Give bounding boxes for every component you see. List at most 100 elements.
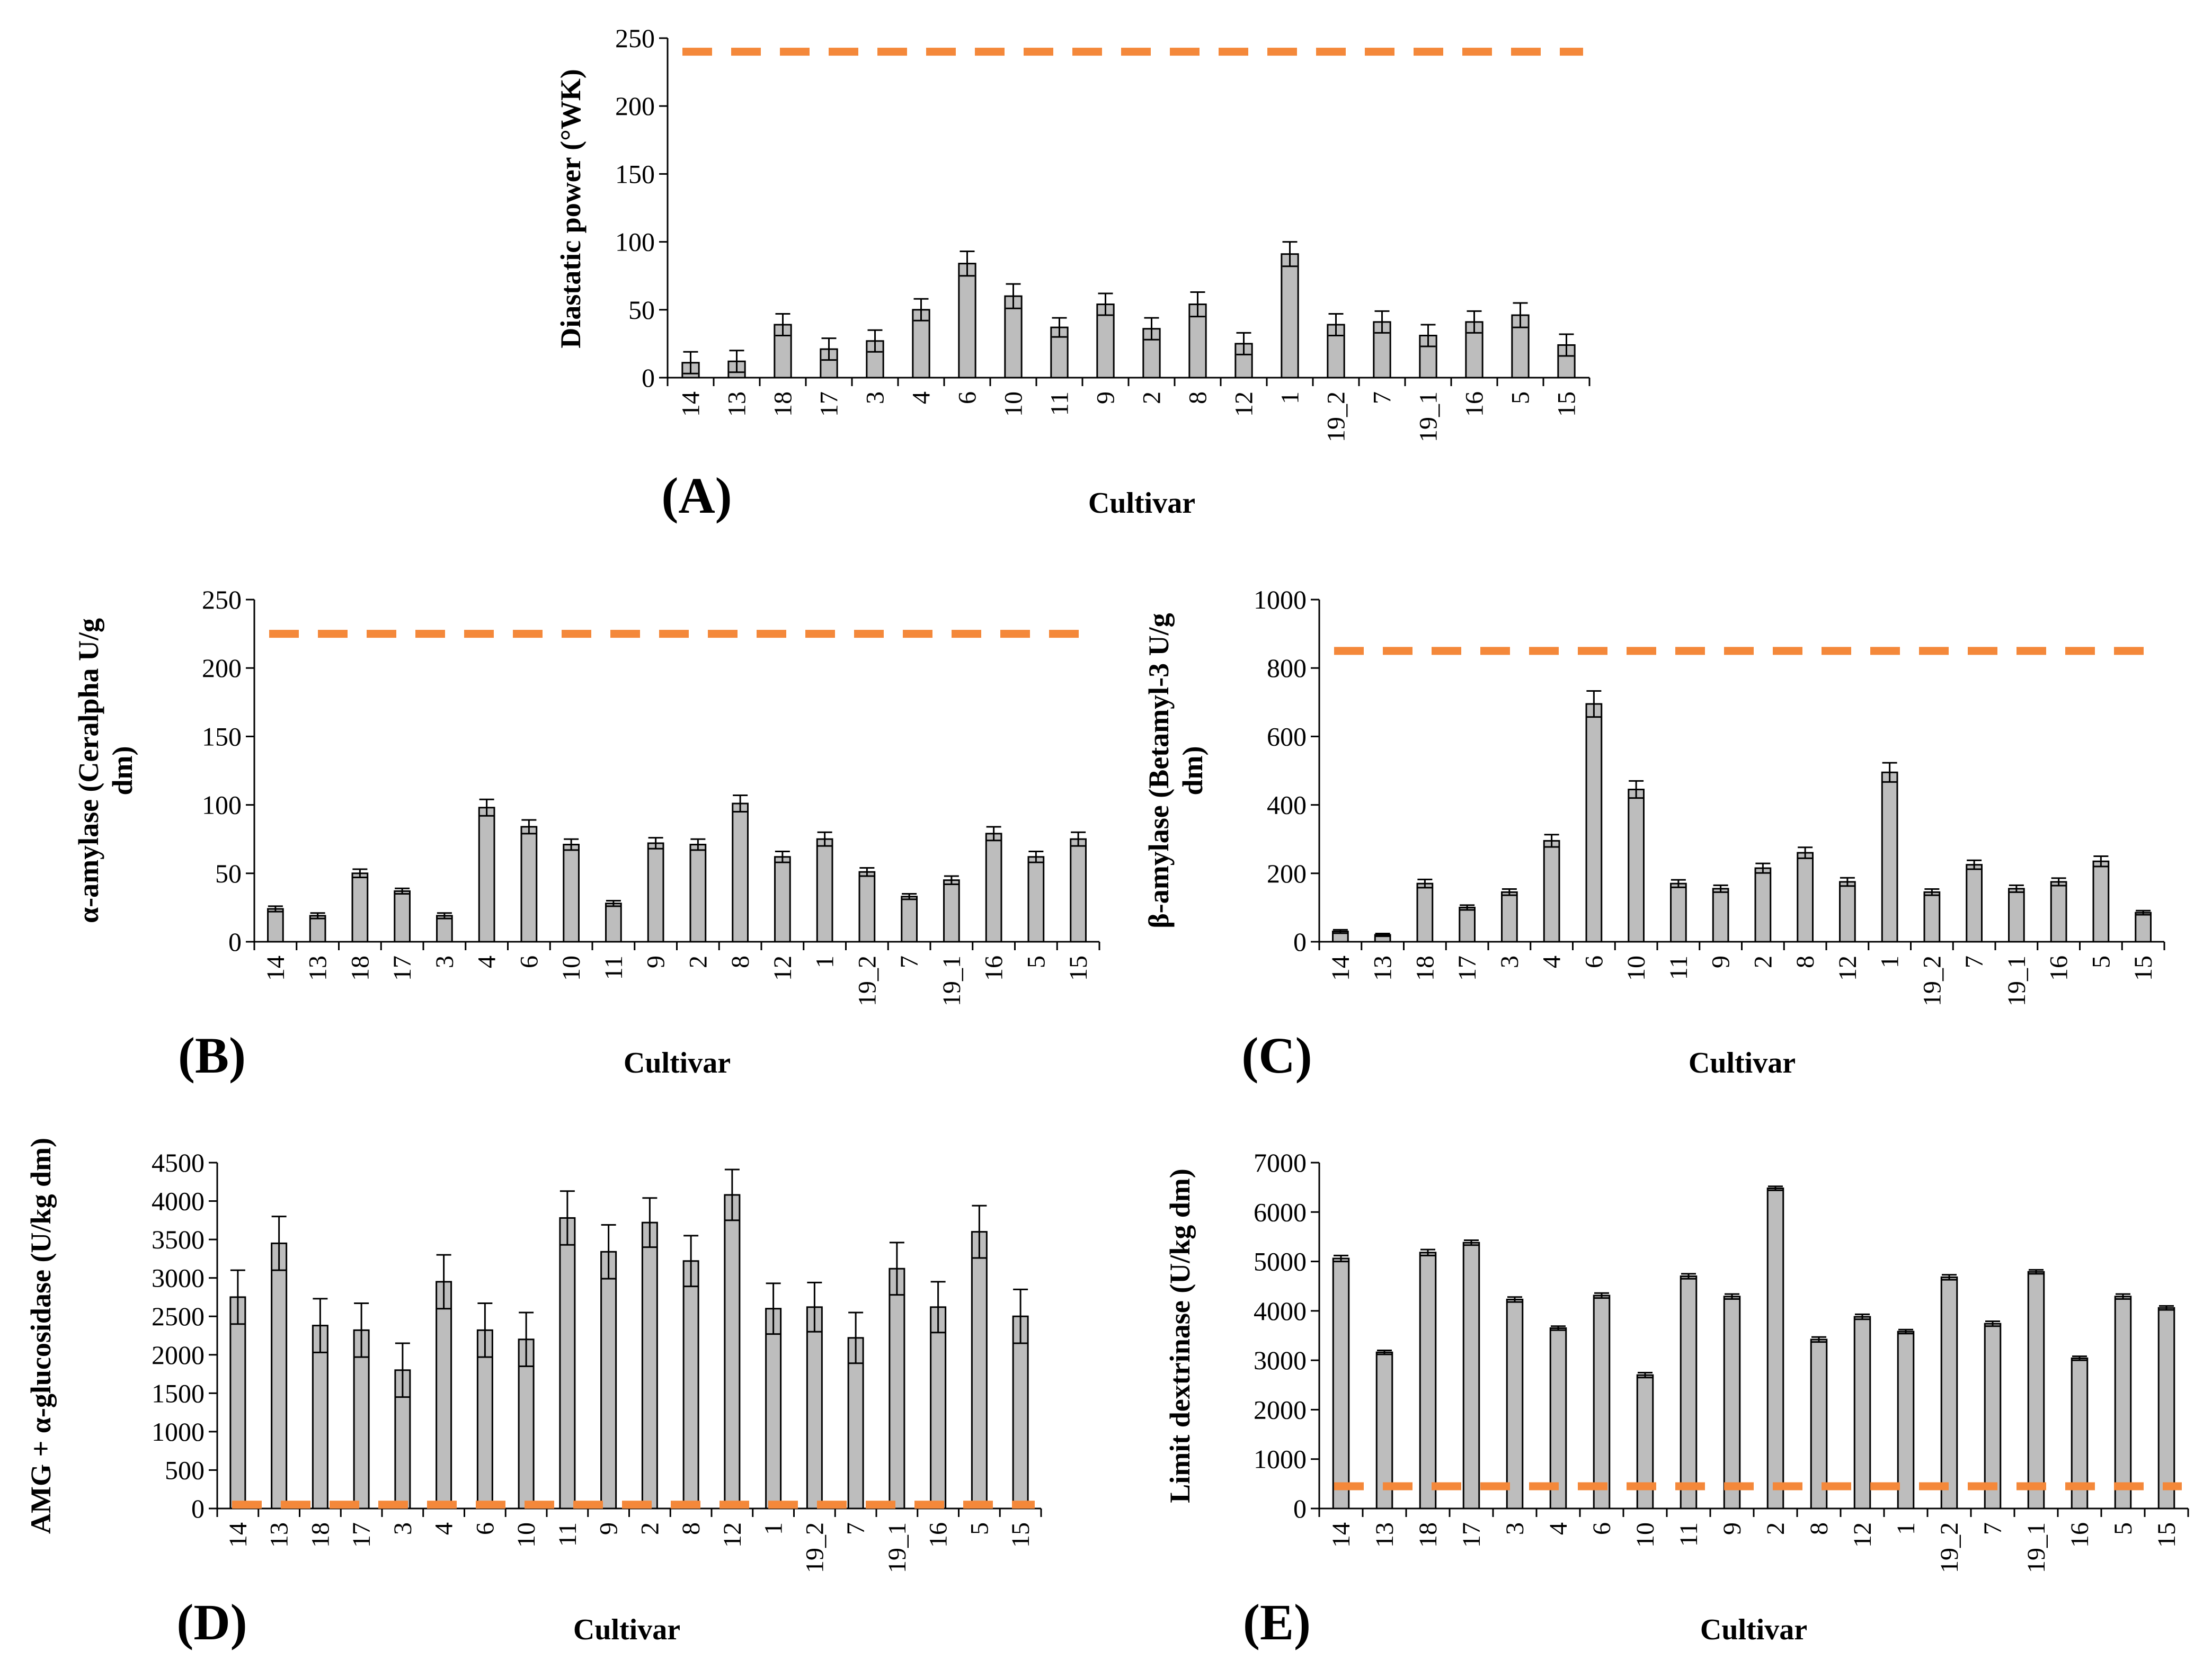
x-tick-label: 14 — [1327, 956, 1355, 981]
x-tick-label: 3 — [431, 956, 459, 968]
bar — [765, 1308, 782, 1510]
x-tick-label: 6 — [1580, 956, 1608, 968]
x-tick-label: 13 — [304, 956, 332, 981]
x-tick-label: 14 — [224, 1522, 252, 1548]
y-tick-label: 150 — [202, 721, 242, 751]
x-tick-label: 4 — [473, 956, 501, 968]
x-tick-label: 1 — [1276, 391, 1304, 404]
x-tick-label: 3 — [861, 391, 890, 404]
bar — [1416, 882, 1434, 943]
y-tick-label: 600 — [1267, 721, 1307, 751]
y-tick-label: 3000 — [1254, 1345, 1307, 1375]
x-tick-label: 13 — [723, 391, 751, 417]
bar — [1281, 253, 1299, 379]
y-tick-label: 0 — [642, 363, 655, 392]
x-axis-label: Cultivar — [1088, 487, 1195, 520]
y-tick-label: 800 — [1267, 653, 1307, 683]
x-tick-label: 2 — [636, 1522, 664, 1535]
x-tick-label: 8 — [726, 956, 754, 968]
panel-label: (D) — [176, 1594, 247, 1650]
x-tick-label: 19_1 — [2003, 956, 2031, 1006]
x-tick-label: 18 — [306, 1522, 334, 1548]
y-tick-label: 100 — [615, 227, 655, 257]
x-tick-label: 18 — [1411, 956, 1439, 981]
x-tick-label: 8 — [1791, 956, 1819, 968]
x-tick-label: 18 — [346, 956, 374, 981]
x-tick-label: 11 — [1665, 956, 1693, 980]
y-tick-label: 500 — [165, 1455, 205, 1485]
x-tick-label: 9 — [1707, 956, 1735, 968]
x-tick-label: 12 — [1230, 391, 1258, 417]
y-tick-label: 0 — [1293, 927, 1307, 957]
bar — [2157, 1307, 2175, 1510]
bar — [1839, 881, 1856, 943]
bar — [985, 833, 1002, 943]
y-axis-label-line: α-amylase (Ceralpha U/g — [73, 618, 104, 923]
bar — [1012, 1315, 1029, 1510]
bar — [605, 903, 622, 943]
x-tick-label: 3 — [1501, 1522, 1529, 1535]
x-tick-label: 4 — [430, 1522, 458, 1535]
bar — [1797, 852, 1814, 943]
bar — [351, 872, 369, 943]
bar — [1984, 1323, 2002, 1510]
x-tick-label: 9 — [642, 956, 670, 968]
x-tick-label: 2 — [684, 956, 712, 968]
bar — [901, 896, 918, 943]
bar — [1462, 1242, 1480, 1510]
bar — [1628, 789, 1645, 943]
x-tick-label: 14 — [262, 956, 290, 981]
bar — [478, 807, 495, 943]
x-tick-label: 19_2 — [1935, 1522, 1964, 1573]
x-tick-label: 10 — [1622, 956, 1650, 981]
y-tick-label: 200 — [615, 91, 655, 121]
bar — [958, 263, 976, 379]
y-tick-label: 4500 — [152, 1148, 205, 1177]
bar — [353, 1329, 370, 1510]
x-tick-label: 12 — [1834, 956, 1862, 981]
bar — [1549, 1327, 1567, 1510]
bar — [689, 844, 707, 943]
chart-panel-b: 0 50 100 150 200 250 14 13 18 17 3 4 6 10 11 9 2 8 12 1 19_2… — [73, 585, 1100, 1084]
x-tick-label: 15 — [1064, 956, 1092, 981]
y-tick-label: 1000 — [1254, 1444, 1307, 1474]
bar — [1506, 1298, 1524, 1510]
y-tick-label: 200 — [1267, 859, 1307, 888]
x-tick-label: 10 — [512, 1522, 540, 1548]
x-tick-label: 6 — [471, 1522, 499, 1535]
bar — [1853, 1316, 1871, 1510]
y-axis-label: AMG + α-glucosidase (U/kg dm) — [25, 1138, 57, 1534]
x-tick-label: 8 — [1184, 391, 1212, 404]
bar — [2027, 1271, 2045, 1510]
x-tick-label: 4 — [908, 391, 936, 404]
bar — [1897, 1331, 1915, 1510]
y-tick-label: 2000 — [1254, 1395, 1307, 1424]
panel-label: (A) — [661, 467, 732, 524]
y-axis-label-line: dm) — [106, 746, 138, 796]
x-tick-label: 7 — [1369, 391, 1397, 404]
x-tick-label: 11 — [600, 956, 628, 980]
x-tick-label: 7 — [895, 956, 923, 968]
x-tick-label: 4 — [1538, 956, 1566, 968]
y-axis-label-line: Diastatic power (°WK) — [555, 69, 587, 349]
x-tick-label: 15 — [2153, 1522, 2181, 1548]
x-tick-label: 2 — [1138, 391, 1166, 404]
bar — [1923, 891, 1941, 943]
bar — [1966, 864, 1983, 943]
bar — [436, 1281, 452, 1510]
chart-panel-c: 0 200 400 600 800 1000 14 13 18 17 3 4 6 10 11 9 2 8 12 1 19… — [1143, 585, 2165, 1084]
x-tick-label: 11 — [1675, 1522, 1703, 1547]
y-axis-label: Limit dextrinase (U/kg dm) — [1164, 1168, 1196, 1503]
bar — [267, 908, 284, 943]
x-tick-label: 13 — [1371, 1522, 1399, 1548]
x-tick-label: 13 — [265, 1522, 294, 1548]
x-tick-label: 12 — [718, 1522, 747, 1548]
bar — [1766, 1188, 1784, 1510]
x-tick-label: 16 — [925, 1522, 953, 1548]
bar — [1070, 838, 1087, 943]
y-tick-label: 250 — [615, 23, 655, 53]
x-tick-label: 2 — [1749, 956, 1777, 968]
x-tick-label: 11 — [554, 1522, 582, 1547]
x-tick-label: 1 — [760, 1522, 788, 1535]
